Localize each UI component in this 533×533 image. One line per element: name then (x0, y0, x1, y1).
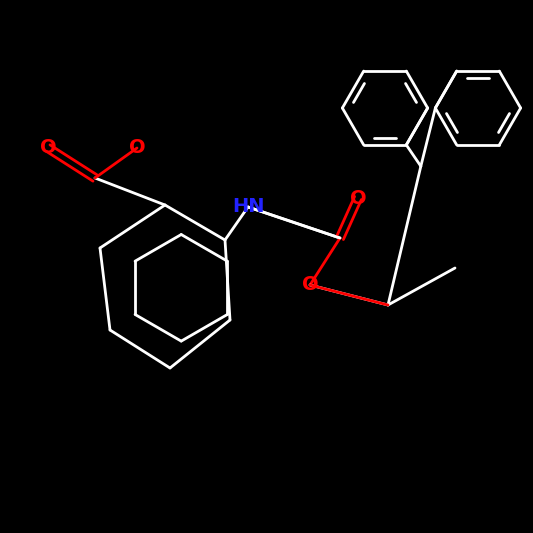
Text: O: O (302, 276, 318, 295)
Text: O: O (128, 139, 146, 157)
Text: O: O (350, 189, 366, 207)
Text: O: O (39, 139, 56, 157)
Text: HN: HN (232, 198, 264, 216)
